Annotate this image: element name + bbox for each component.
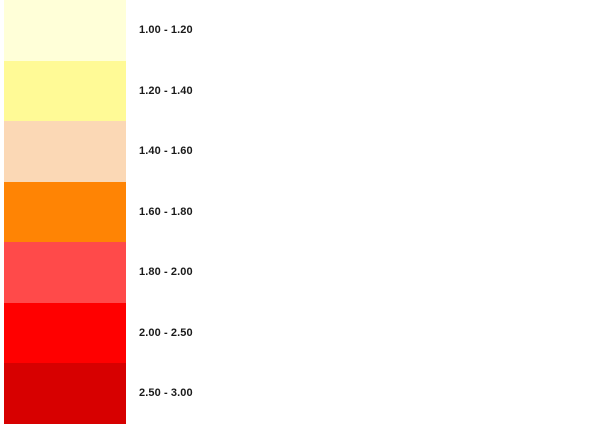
legend-item: 1.60 - 1.80 bbox=[4, 181, 600, 242]
legend-item: 1.00 - 1.20 bbox=[4, 0, 600, 61]
legend-label: 1.00 - 1.20 bbox=[139, 24, 193, 37]
legend-label: 1.80 - 2.00 bbox=[139, 266, 193, 279]
legend-swatch bbox=[4, 302, 126, 363]
legend-item: 1.20 - 1.40 bbox=[4, 60, 600, 121]
legend-label: 1.60 - 1.80 bbox=[139, 205, 193, 218]
legend-label: 1.20 - 1.40 bbox=[139, 84, 193, 97]
legend-swatch bbox=[4, 242, 126, 303]
legend-swatch bbox=[4, 181, 126, 242]
color-legend: 1.00 - 1.20 1.20 - 1.40 1.40 - 1.60 1.60… bbox=[4, 0, 600, 424]
legend-swatch bbox=[4, 363, 126, 424]
legend-label: 2.50 - 3.00 bbox=[139, 387, 193, 400]
legend-swatch bbox=[4, 121, 126, 182]
legend-item: 1.40 - 1.60 bbox=[4, 121, 600, 182]
legend-label: 2.00 - 2.50 bbox=[139, 326, 193, 339]
legend-swatch bbox=[4, 0, 126, 61]
legend-swatch bbox=[4, 60, 126, 121]
legend-item: 2.00 - 2.50 bbox=[4, 302, 600, 363]
legend-label: 1.40 - 1.60 bbox=[139, 145, 193, 158]
legend-item: 1.80 - 2.00 bbox=[4, 242, 600, 303]
legend-item: 2.50 - 3.00 bbox=[4, 363, 600, 424]
